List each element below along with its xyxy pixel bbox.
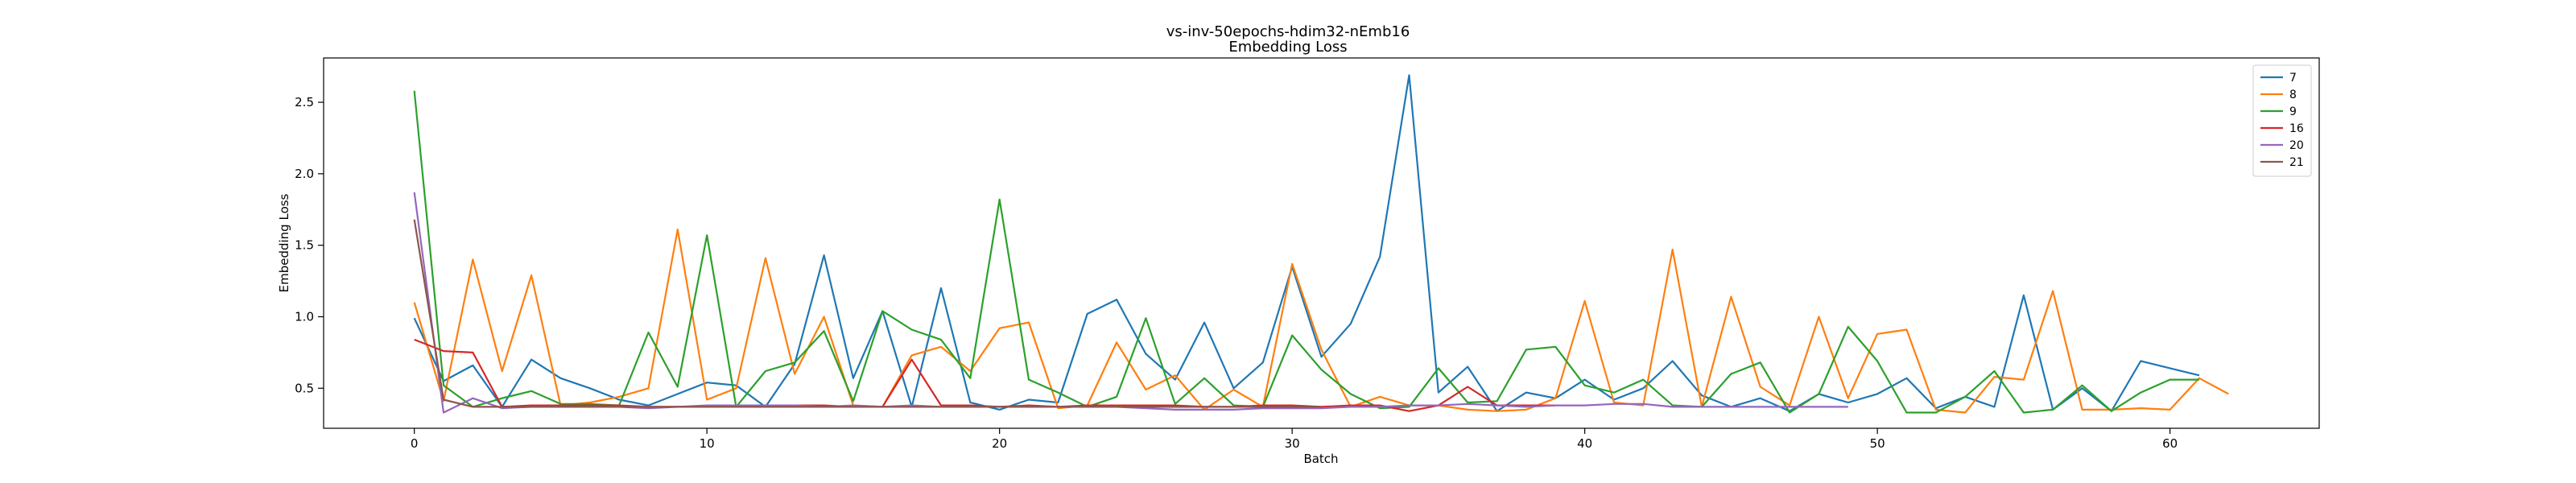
plot-frame [323, 57, 2320, 429]
legend-label-16: 16 [2289, 122, 2304, 135]
y-tick-label: 2.0 [295, 167, 314, 181]
series-line-8 [413, 229, 2229, 414]
legend-label-7: 7 [2289, 72, 2297, 85]
legend: 7 8 9 16 20 21 [2252, 64, 2312, 177]
legend-box [2252, 64, 2312, 177]
x-tick-label: 30 [1285, 436, 1300, 451]
legend-label-20: 20 [2289, 139, 2304, 152]
legend-label-9: 9 [2289, 105, 2297, 118]
x-tick-label: 0 [411, 436, 419, 451]
x-axis: 0 10 20 30 40 50 60 [411, 428, 2178, 451]
legend-label-8: 8 [2289, 89, 2297, 101]
y-tick-label: 1.5 [295, 238, 314, 253]
series-line-21 [413, 219, 1322, 408]
plot-area [413, 74, 2229, 414]
series-line-9 [413, 90, 2199, 414]
y-tick-label: 0.5 [295, 381, 314, 395]
y-tick-label: 1.0 [295, 309, 314, 324]
x-tick-label: 60 [2162, 436, 2178, 451]
y-axis-label: Embedding Loss [277, 193, 291, 292]
legend-label-21: 21 [2289, 156, 2304, 169]
chart-subtitle: Embedding Loss [1228, 39, 1347, 56]
x-tick-label: 20 [992, 436, 1007, 451]
chart-title: vs-inv-50epochs-hdim32-nEmb16 [1166, 23, 1410, 40]
x-tick-label: 50 [1870, 436, 1885, 451]
y-axis: 0.5 1.0 1.5 2.0 2.5 [295, 95, 324, 395]
series-line-7 [413, 74, 2200, 412]
x-axis-label: Batch [1303, 452, 1338, 466]
y-tick-label: 2.5 [295, 95, 314, 109]
x-tick-label: 40 [1577, 436, 1592, 451]
x-tick-label: 10 [700, 436, 715, 451]
